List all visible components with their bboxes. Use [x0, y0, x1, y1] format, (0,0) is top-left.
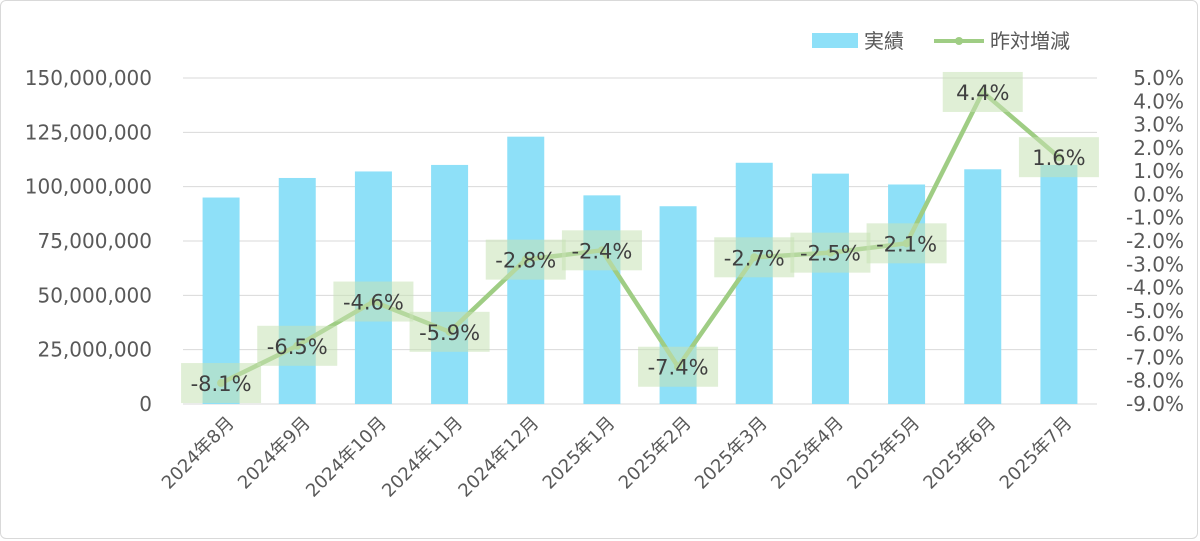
legend-swatch-actual — [812, 33, 858, 48]
y-right-tick-label: -2.0% — [1126, 229, 1184, 253]
y-right-tick-label: 2.0% — [1133, 136, 1184, 160]
y-right-tick-label: -1.0% — [1126, 206, 1184, 230]
y-left-tick-label: 0 — [139, 392, 152, 416]
y-left-tick-label: 150,000,000 — [25, 66, 152, 90]
y-right-tick-label: -6.0% — [1126, 322, 1184, 346]
bar-actual — [964, 169, 1002, 404]
x-tick-label: 2024年12月 — [454, 413, 543, 502]
y-right-tick-label: 0.0% — [1133, 182, 1184, 206]
x-tick-label: 2024年9月 — [234, 413, 315, 494]
y-left-tick-label: 50,000,000 — [37, 283, 152, 307]
data-label-box — [942, 71, 1023, 112]
y-right-tick-label: 1.0% — [1133, 159, 1184, 183]
data-label: -2.7% — [724, 246, 785, 270]
legend: 実績 昨対増減 — [812, 29, 1070, 53]
data-label: -2.1% — [876, 232, 937, 256]
x-axis-ticks: 2024年8月2024年9月2024年10月2024年11月2024年12月20… — [158, 413, 1077, 502]
bar-actual — [278, 177, 316, 404]
legend-label-yoy: 昨対増減 — [990, 29, 1070, 53]
bar-actual — [811, 173, 849, 404]
bar-actual — [735, 162, 773, 404]
legend-label-actual: 実績 — [864, 29, 904, 53]
data-label-box — [257, 325, 338, 366]
data-label: -7.4% — [648, 356, 709, 380]
x-tick-label: 2025年5月 — [843, 413, 924, 494]
data-label-box — [866, 223, 947, 264]
data-label: -6.5% — [267, 335, 328, 359]
y-right-tick-label: -3.0% — [1126, 252, 1184, 276]
y-left-tick-label: 75,000,000 — [37, 229, 152, 253]
x-tick-label: 2024年8月 — [158, 413, 239, 494]
bar-actual — [583, 195, 621, 404]
x-tick-label: 2024年11月 — [378, 413, 467, 502]
x-tick-label: 2024年10月 — [302, 413, 391, 502]
data-label-box — [181, 363, 262, 404]
data-label-box — [790, 232, 871, 273]
legend-marker-yoy — [955, 37, 963, 45]
data-label-box — [485, 239, 566, 280]
y-right-tick-label: -8.0% — [1126, 369, 1184, 393]
data-label-box — [714, 237, 795, 278]
data-label: -2.4% — [571, 239, 632, 263]
y-right-tick-label: 4.0% — [1133, 89, 1184, 113]
x-tick-label: 2025年3月 — [691, 413, 772, 494]
x-tick-label: 2025年4月 — [767, 413, 848, 494]
bar-series-actual — [202, 136, 1078, 404]
bar-actual — [1040, 164, 1078, 404]
bar-actual — [431, 164, 469, 404]
y-right-tick-label: -7.0% — [1126, 345, 1184, 369]
data-label-box — [333, 281, 414, 322]
y-left-tick-label: 125,000,000 — [25, 120, 152, 144]
data-label: 4.4% — [956, 81, 1009, 105]
data-label: -4.6% — [343, 291, 404, 315]
x-tick-label: 2025年7月 — [996, 413, 1077, 494]
y-left-tick-label: 25,000,000 — [37, 338, 152, 362]
left-axis-ticks: 0 25,000,000 50,000,000 75,000,000 100,000,0… — [25, 66, 152, 416]
y-right-tick-label: -9.0% — [1126, 392, 1184, 416]
data-label-box — [409, 311, 490, 352]
data-labels: -8.1% -6.5% -4.6% -5.9% -2.8% -2.4% -7.4% -2.7%… — [181, 71, 1099, 404]
y-right-tick-label: 3.0% — [1133, 113, 1184, 137]
y-right-tick-label: 5.0% — [1133, 66, 1184, 90]
y-right-tick-label: -5.0% — [1126, 299, 1184, 323]
data-label-box — [638, 346, 719, 387]
data-label: -5.9% — [419, 321, 480, 345]
x-tick-label: 2025年1月 — [539, 413, 620, 494]
y-left-tick-label: 100,000,000 — [25, 175, 152, 199]
y-right-tick-label: -4.0% — [1126, 276, 1184, 300]
x-tick-label: 2025年6月 — [919, 413, 1000, 494]
data-label-box — [1018, 137, 1099, 178]
data-label: -2.5% — [800, 242, 861, 266]
right-axis-ticks: 5.0%4.0%3.0%2.0%1.0%0.0%-1.0%-2.0%-3.0%-… — [1126, 66, 1184, 416]
data-label: 1.6% — [1032, 146, 1085, 170]
data-label: -2.8% — [495, 249, 556, 273]
data-label: -8.1% — [191, 372, 252, 396]
data-label-box — [561, 230, 642, 271]
x-tick-label: 2025年2月 — [615, 413, 696, 494]
